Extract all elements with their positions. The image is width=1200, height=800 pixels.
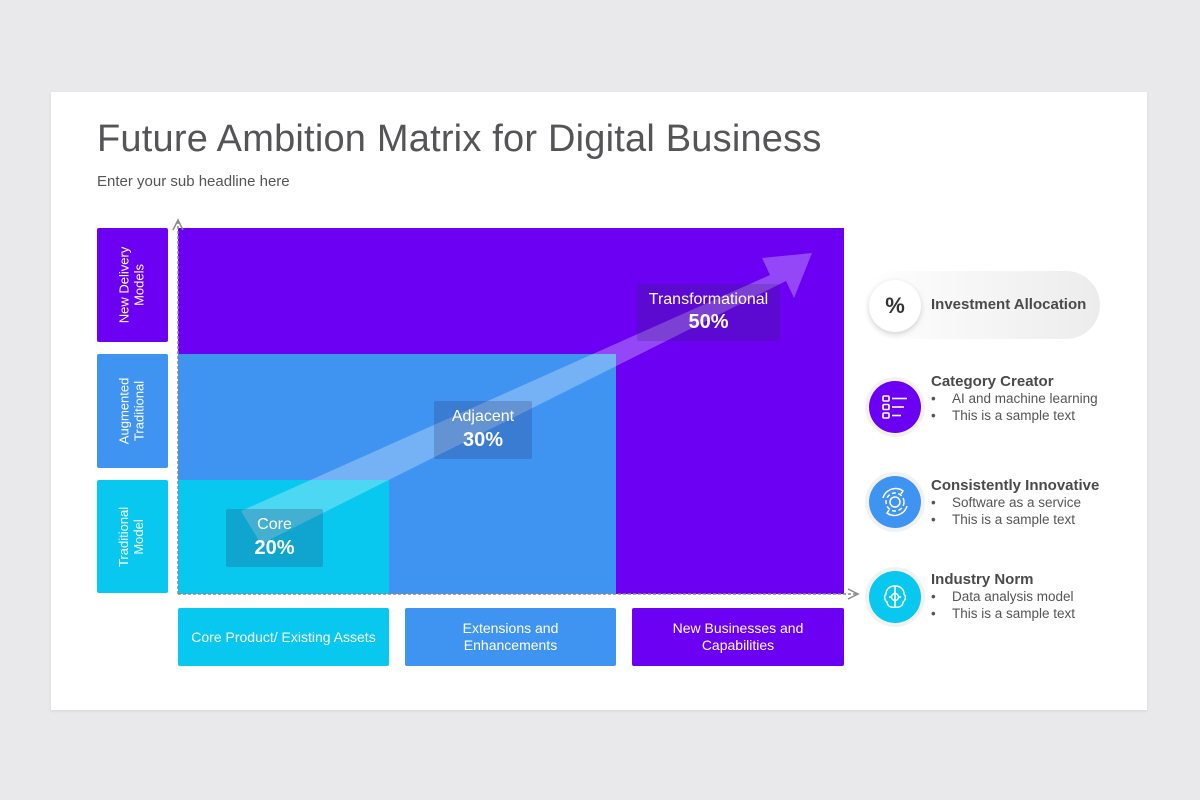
growth-arrow (241, 253, 812, 544)
bullet-item: AI and machine learning (931, 391, 1101, 408)
x-label-new-businesses: New Businesses and Capabilities (632, 608, 844, 666)
percent-icon: % (869, 280, 921, 332)
region-core (178, 480, 389, 594)
investment-allocation-label: Investment Allocation (931, 296, 1087, 313)
transformational-percent: 50% (688, 311, 729, 334)
y-label-augmented-traditional: Augmented Traditional (97, 354, 168, 468)
page-title: Future Ambition Matrix for Digital Busin… (97, 118, 822, 160)
checklist-icon (869, 381, 921, 433)
adjacent-tag: Adjacent 30% (434, 401, 532, 459)
bullet-item: Software as a service (931, 495, 1101, 512)
transformational-name: Transformational (648, 290, 769, 308)
bullet-item: This is a sample text (931, 408, 1101, 425)
bullet-item: This is a sample text (931, 512, 1101, 529)
core-tag: Core 20% (226, 509, 323, 567)
y-label-new-delivery-models: New Delivery Models (97, 228, 168, 342)
y-axis-arrowhead (172, 218, 184, 231)
core-percent: 20% (254, 536, 295, 559)
gear-cycle-icon (869, 476, 921, 528)
industry-norm-title: Industry Norm (931, 571, 1034, 588)
page-subtitle: Enter your sub headline here (97, 173, 290, 190)
brain-gear-icon (869, 571, 921, 623)
x-label-extensions: Extensions and Enhancements (405, 608, 616, 666)
category-creator-bullets: AI and machine learning This is a sample… (931, 391, 1101, 424)
consistently-innovative-title: Consistently Innovative (931, 477, 1100, 494)
adjacent-name: Adjacent (451, 408, 515, 426)
y-label-traditional-model: Traditional Model (97, 480, 168, 593)
x-label-core-product: Core Product/ Existing Assets (178, 608, 389, 666)
category-creator-title: Category Creator (931, 373, 1054, 390)
core-name: Core (257, 516, 292, 534)
bullet-item: Data analysis model (931, 589, 1101, 606)
consistently-innovative-bullets: Software as a service This is a sample t… (931, 495, 1101, 528)
adjacent-percent: 30% (462, 428, 504, 451)
bullet-item: This is a sample text (931, 606, 1101, 623)
x-label-new-businesses-text: New Businesses and Capabilities (672, 620, 804, 653)
x-axis-arrowhead (847, 588, 860, 600)
industry-norm-bullets: Data analysis model This is a sample tex… (931, 589, 1101, 622)
transformational-tag: Transformational 50% (637, 284, 780, 341)
